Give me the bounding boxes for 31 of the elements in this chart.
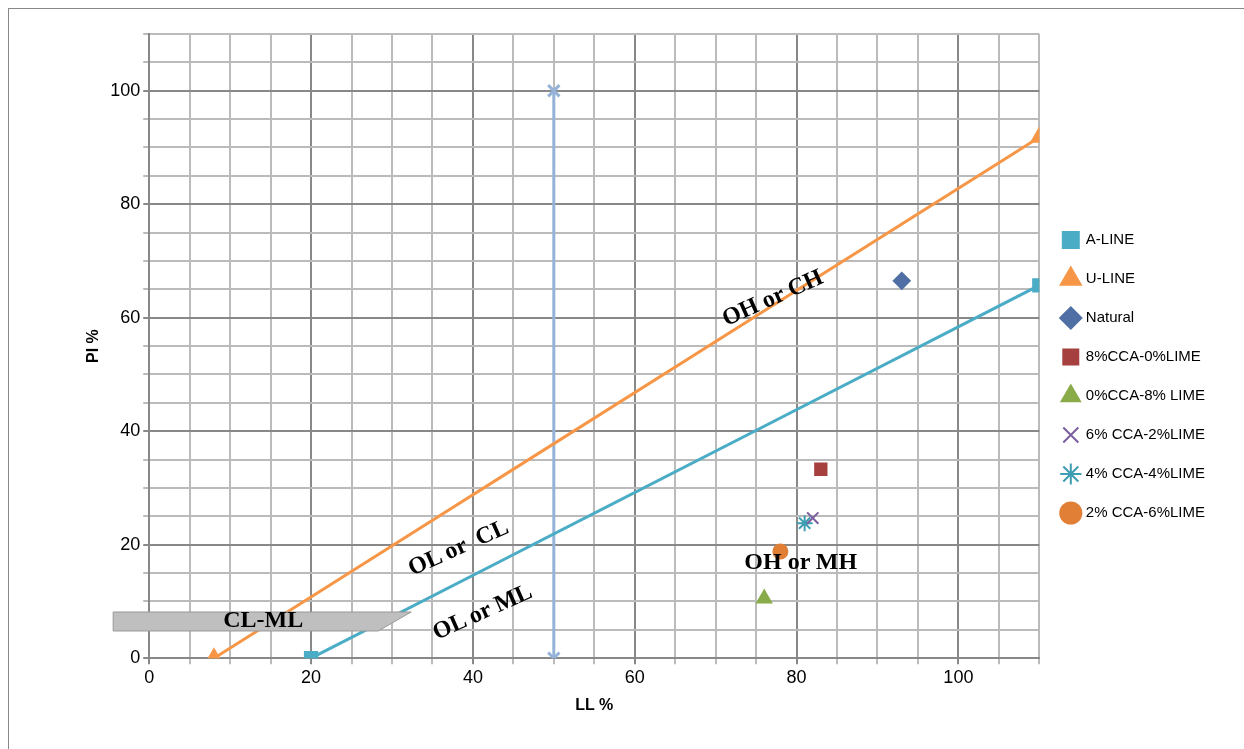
point — [756, 589, 773, 604]
x-axis-title: LL % — [575, 695, 614, 713]
x-tick-label: 40 — [462, 666, 483, 687]
legend-label: A-LINE — [1085, 230, 1135, 248]
point — [806, 511, 820, 525]
x-tick-label: 100 — [943, 666, 974, 687]
point — [892, 271, 911, 290]
legend-label: 6% CCA-2%LIME — [1085, 425, 1205, 443]
x-tick-label: 0 — [144, 666, 155, 687]
y-tick-label: 80 — [120, 193, 141, 214]
legend-label: 4% CCA-4%LIME — [1085, 464, 1205, 482]
y-tick-label: 60 — [120, 306, 141, 327]
y-tick-label: 20 — [120, 533, 141, 554]
legend-label: U-LINE — [1085, 269, 1135, 287]
legend-label: 2% CCA-6%LIME — [1085, 503, 1205, 521]
y-axis-title: PI % — [84, 329, 102, 363]
point — [795, 514, 814, 533]
legend-label: Natural — [1085, 308, 1135, 326]
legend-label: 0%CCA-8% LIME — [1085, 386, 1205, 404]
point — [814, 462, 828, 476]
annotation: OH or MH — [744, 547, 858, 574]
legend-label: 8%CCA-0%LIME — [1085, 347, 1201, 365]
y-tick-label: 0 — [130, 647, 141, 668]
annotation: CL-ML — [223, 606, 304, 633]
annotation: OH or CH — [717, 263, 827, 331]
x-tick-label: 80 — [786, 666, 807, 687]
point — [546, 83, 561, 98]
x-tick-label: 60 — [624, 666, 645, 687]
y-tick-label: 40 — [120, 420, 141, 441]
x-tick-label: 20 — [301, 666, 322, 687]
y-tick-label: 100 — [110, 79, 141, 100]
